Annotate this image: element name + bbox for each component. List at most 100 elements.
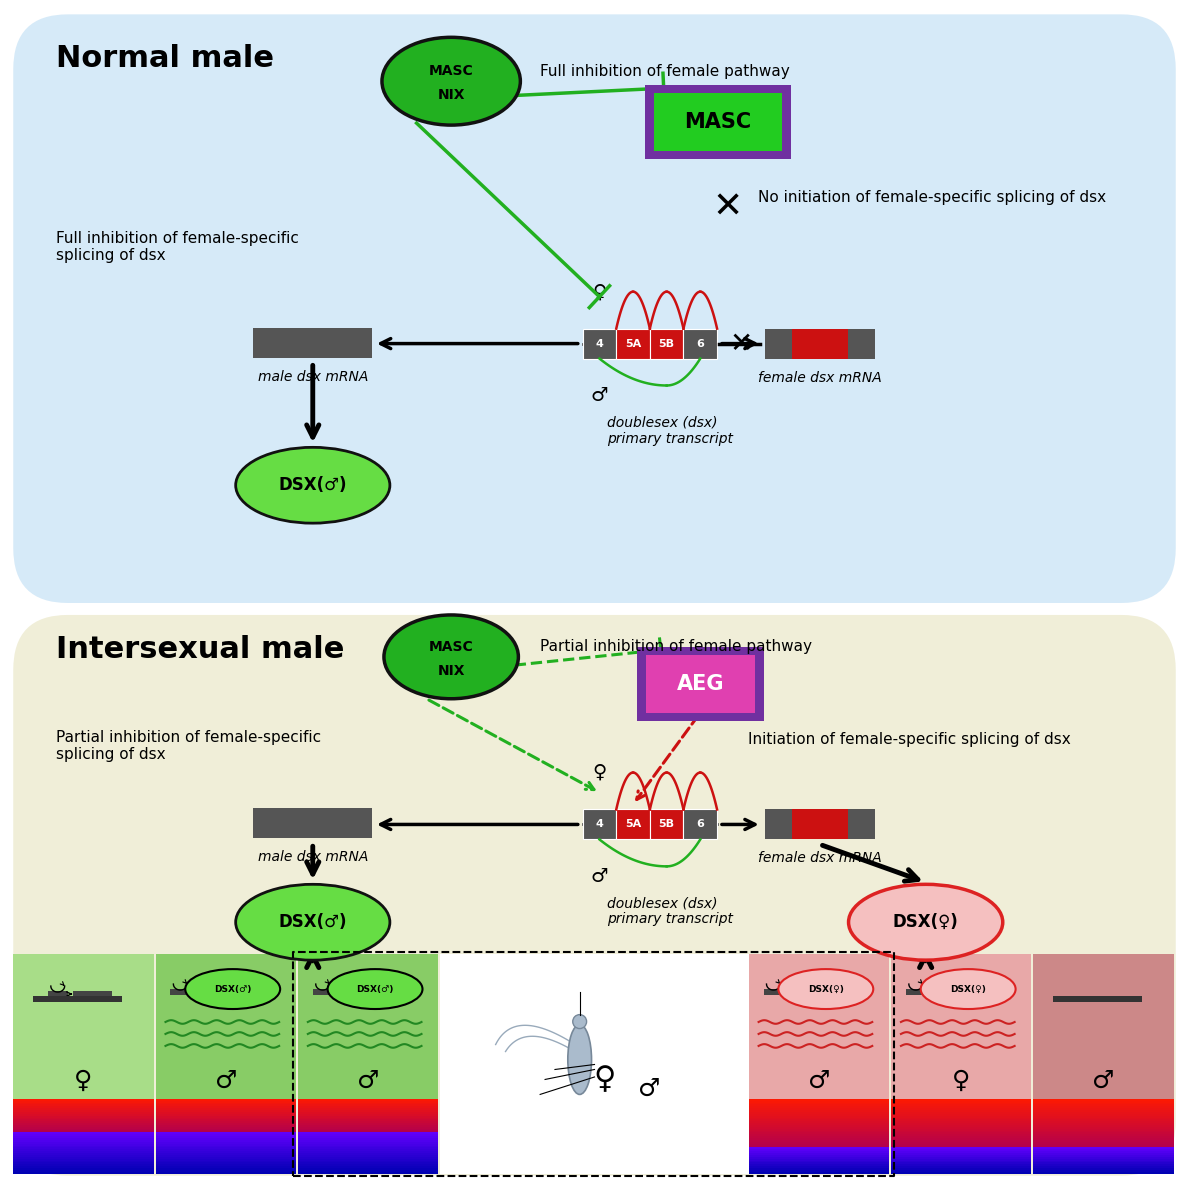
Bar [13,1142,154,1144]
Text: 6: 6 [696,820,704,830]
Bar [1033,1146,1174,1147]
Bar [617,809,650,839]
Bar [1033,1155,1174,1157]
Bar [892,1159,1032,1160]
Text: NIX: NIX [438,664,464,678]
Bar [892,1136,1032,1138]
Bar [298,1165,438,1166]
Bar [13,1120,154,1121]
Bar [13,1108,154,1110]
Bar [1033,1127,1174,1129]
Bar [749,1146,889,1147]
Bar [684,328,718,359]
Bar [156,1123,296,1125]
Bar [644,85,791,159]
Bar [156,1098,296,1101]
Bar [156,1101,296,1102]
Bar [892,1114,1032,1115]
Text: male dsx mRNA: male dsx mRNA [258,370,368,384]
Bar [892,1146,1032,1147]
Bar [156,1144,296,1146]
Bar [1033,1104,1174,1107]
Bar [298,1114,438,1115]
Text: MASC: MASC [684,113,751,132]
Bar [13,1114,154,1115]
Text: ♂: ♂ [637,1077,660,1101]
Ellipse shape [328,969,422,1008]
Bar [156,1102,296,1104]
Bar [298,1101,438,1102]
Bar [298,1098,438,1101]
Bar [749,954,889,1098]
Ellipse shape [382,37,521,126]
Bar [298,1168,438,1170]
Text: DSX(♀): DSX(♀) [893,914,959,931]
Bar [196,989,235,995]
Bar [788,989,828,995]
Bar [820,809,847,839]
Bar [892,1123,1032,1125]
Bar [298,1149,438,1151]
Bar [749,1151,889,1153]
Bar [749,1107,889,1108]
Text: ♂: ♂ [356,1069,379,1093]
Bar [749,1123,889,1125]
Bar [298,1121,438,1123]
Bar [749,1170,889,1172]
Bar [13,1144,154,1146]
Bar [1033,1108,1174,1110]
Text: 5B: 5B [659,339,674,348]
Bar [583,328,617,359]
Bar [749,1101,889,1102]
Bar [892,1142,1032,1144]
Bar [34,997,122,1003]
Text: female dsx mRNA: female dsx mRNA [758,371,882,384]
Bar [1033,954,1174,1173]
Bar [156,1115,296,1117]
Bar [337,989,377,995]
Bar [749,1104,889,1107]
Bar [583,809,617,839]
Bar [1033,1110,1174,1112]
Text: ♀: ♀ [593,282,606,301]
Bar [1033,1114,1174,1115]
Bar [156,954,296,1173]
Bar [13,1125,154,1127]
Bar [1033,1151,1174,1153]
Bar [792,328,820,359]
Bar [298,1110,438,1112]
Bar [298,1153,438,1155]
Bar [298,1117,438,1120]
Text: doublesex (dsx)
primary transcript: doublesex (dsx) primary transcript [607,416,733,446]
Bar [298,1159,438,1160]
Bar [440,954,749,1173]
Bar [13,1170,154,1172]
Bar [13,1130,154,1133]
Text: DSX(♀): DSX(♀) [950,985,986,993]
Bar [13,1133,154,1134]
Bar [892,1115,1032,1117]
Bar [13,1129,154,1130]
Text: ♂: ♂ [215,1069,236,1093]
Bar [892,1129,1032,1130]
Bar [749,1136,889,1138]
Bar [156,1165,296,1166]
Bar [156,1129,296,1130]
Bar [892,1121,1032,1123]
Bar [156,1142,296,1144]
Text: 5A: 5A [625,820,641,830]
Bar [892,1153,1032,1155]
Bar [749,1172,889,1173]
Bar [1033,1125,1174,1127]
Bar [1033,1098,1174,1101]
Bar [892,1104,1032,1107]
Bar [1033,1140,1174,1142]
Bar [298,1140,438,1142]
Bar [654,94,782,150]
Bar [906,989,925,995]
Bar [749,1168,889,1170]
Bar [1033,1172,1174,1173]
Bar [13,1107,154,1108]
Bar [298,1151,438,1153]
Bar [749,1117,889,1120]
